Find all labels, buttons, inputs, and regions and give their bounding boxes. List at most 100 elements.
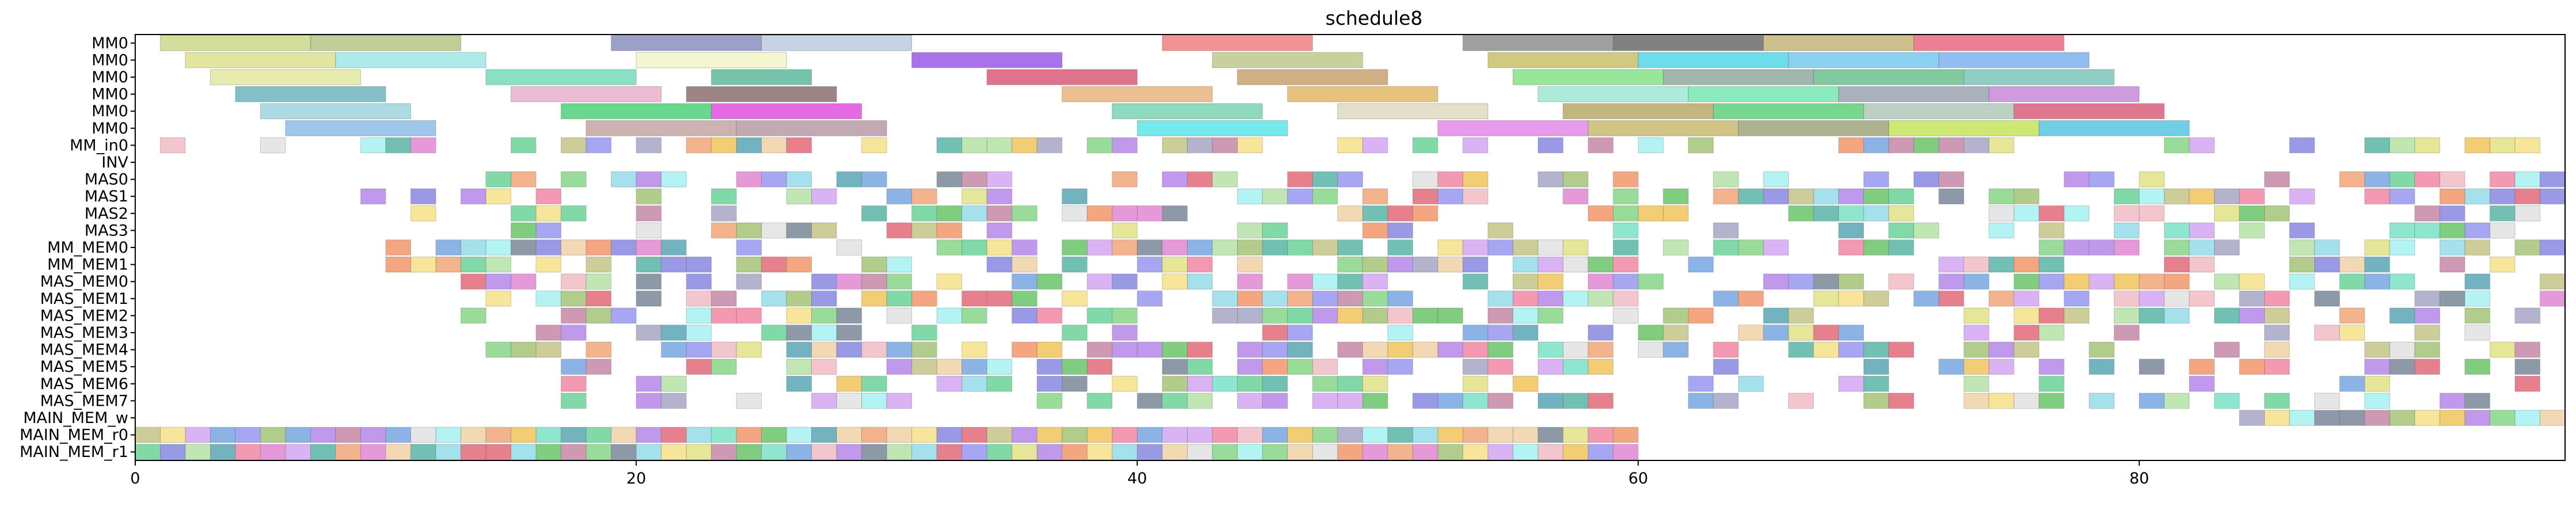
gantt-task-cell xyxy=(1638,205,1664,222)
gantt-task-cell xyxy=(1337,273,1363,290)
gantt-task-cell xyxy=(911,291,937,307)
gantt-task-cell xyxy=(1888,188,1914,204)
gantt-task-cell xyxy=(1162,137,1188,154)
gantt-task-cell xyxy=(510,444,537,460)
gantt-task-cell xyxy=(2239,273,2265,290)
gantt-task-cell xyxy=(911,426,937,443)
y-tick-label: MAS_MEM0 xyxy=(40,273,128,291)
gantt-task-cell xyxy=(1112,171,1138,188)
gantt-task-cell xyxy=(586,256,612,273)
gantt-task-cell xyxy=(1112,426,1138,443)
gantt-task-cell xyxy=(1713,341,1739,358)
gantt-task-cell xyxy=(410,426,436,443)
gantt-task-cell xyxy=(1913,291,1940,307)
gantt-task-cell xyxy=(1462,273,1489,290)
gantt-task-cell xyxy=(2389,341,2415,358)
gantt-task-cell xyxy=(2514,205,2540,222)
gantt-bar xyxy=(160,35,311,51)
gantt-task-cell xyxy=(1362,205,1388,222)
gantt-task-cell xyxy=(1437,307,1463,324)
gantt-task-cell xyxy=(1086,359,1113,375)
gantt-task-cell xyxy=(1262,188,1288,204)
gantt-task-cell xyxy=(2214,393,2240,409)
gantt-task-cell xyxy=(1938,137,1964,154)
gantt-bar xyxy=(285,120,436,136)
gantt-task-cell xyxy=(2264,205,2290,222)
gantt-task-cell xyxy=(1437,256,1463,273)
gantt-task-cell xyxy=(360,426,386,443)
gantt-task-cell xyxy=(1187,444,1213,460)
gantt-task-cell xyxy=(1237,291,1263,307)
gantt-task-cell xyxy=(761,444,787,460)
gantt-task-cell xyxy=(2139,307,2165,324)
gantt-task-cell xyxy=(1563,393,1589,409)
gantt-task-cell xyxy=(2264,291,2290,307)
gantt-task-cell xyxy=(1512,325,1539,341)
gantt-task-cell xyxy=(160,444,186,460)
gantt-task-cell xyxy=(1638,273,1664,290)
gantt-task-cell xyxy=(1237,137,1263,154)
gantt-task-cell xyxy=(661,341,687,358)
gantt-task-cell xyxy=(911,325,937,341)
gantt-task-cell xyxy=(536,222,562,239)
gantt-task-cell xyxy=(736,273,762,290)
gantt-task-cell xyxy=(1337,205,1363,222)
gantt-task-cell xyxy=(1012,256,1037,273)
gantt-task-cell xyxy=(2414,171,2440,188)
gantt-task-cell xyxy=(1086,137,1113,154)
gantt-task-cell xyxy=(536,256,562,273)
gantt-task-cell xyxy=(1287,239,1313,256)
y-tick-label: MM_MEM1 xyxy=(47,256,128,274)
gantt-task-cell xyxy=(1437,341,1463,358)
gantt-task-cell xyxy=(2489,410,2516,426)
gantt-task-cell xyxy=(2289,222,2315,239)
gantt-task-cell xyxy=(1262,444,1288,460)
gantt-task-cell xyxy=(1763,273,1789,290)
x-tick-label: 0 xyxy=(130,470,140,487)
gantt-task-cell xyxy=(861,273,887,290)
gantt-task-cell xyxy=(560,205,587,222)
gantt-task-cell xyxy=(1362,359,1388,375)
gantt-bar xyxy=(260,103,411,119)
gantt-task-cell xyxy=(1437,171,1463,188)
gantt-task-cell xyxy=(2489,171,2516,188)
gantt-task-cell xyxy=(1237,444,1263,460)
gantt-task-cell xyxy=(1763,307,1789,324)
gantt-task-cell xyxy=(961,171,987,188)
gantt-task-cell xyxy=(586,426,612,443)
gantt-task-cell xyxy=(1337,307,1363,324)
gantt-task-cell xyxy=(1989,222,2014,239)
gantt-task-cell xyxy=(961,137,987,154)
gantt-task-cell xyxy=(861,426,887,443)
gantt-task-cell xyxy=(1086,444,1113,460)
gantt-task-cell xyxy=(936,239,963,256)
gantt-task-cell xyxy=(2139,393,2165,409)
gantt-task-cell xyxy=(686,291,712,307)
y-tick-label: MM0 xyxy=(91,120,128,138)
gantt-task-cell xyxy=(1563,341,1589,358)
gantt-task-cell xyxy=(686,359,712,375)
gantt-task-cell xyxy=(861,137,887,154)
gantt-task-cell xyxy=(1162,205,1188,222)
gantt-task-cell xyxy=(1838,205,1864,222)
gantt-task-cell xyxy=(2414,410,2440,426)
gantt-task-cell xyxy=(1989,205,2014,222)
gantt-task-cell xyxy=(961,341,987,358)
y-tick-label: MAS0 xyxy=(85,171,128,189)
gantt-task-cell xyxy=(1663,325,1689,341)
gantt-task-cell xyxy=(2539,171,2566,188)
gantt-task-cell xyxy=(2139,188,2165,204)
gantt-task-cell xyxy=(560,393,587,409)
gantt-bar xyxy=(711,103,863,119)
gantt-task-cell xyxy=(1563,188,1589,204)
gantt-task-cell xyxy=(135,426,161,443)
gantt-task-cell xyxy=(1863,341,1890,358)
gantt-bar xyxy=(235,86,386,102)
gantt-task-cell xyxy=(686,256,712,273)
gantt-task-cell xyxy=(1187,393,1213,409)
gantt-bar xyxy=(1112,103,1263,119)
gantt-task-cell xyxy=(936,444,963,460)
gantt-task-cell xyxy=(1062,376,1087,392)
gantt-task-cell xyxy=(1788,325,1814,341)
